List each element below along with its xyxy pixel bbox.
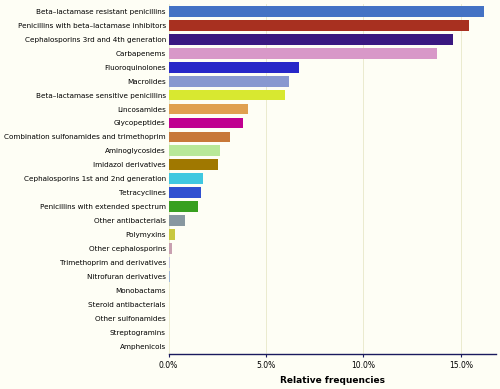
Bar [168, 173, 202, 184]
Bar [168, 47, 438, 59]
Bar [168, 6, 484, 17]
Bar [168, 117, 242, 128]
Bar [168, 271, 170, 282]
Bar [168, 75, 290, 86]
Bar [168, 216, 185, 226]
Bar [168, 299, 169, 310]
X-axis label: Relative frequencies: Relative frequencies [280, 376, 384, 385]
Bar [168, 61, 299, 72]
Bar [168, 285, 170, 296]
Bar [168, 145, 220, 156]
Bar [168, 103, 248, 114]
Bar [168, 258, 170, 268]
Bar [168, 89, 286, 100]
Bar [168, 202, 198, 212]
Bar [168, 159, 218, 170]
Bar [168, 244, 172, 254]
Bar [168, 230, 175, 240]
Bar [168, 131, 230, 142]
Bar [168, 34, 453, 45]
Bar [168, 187, 200, 198]
Bar [168, 20, 469, 31]
